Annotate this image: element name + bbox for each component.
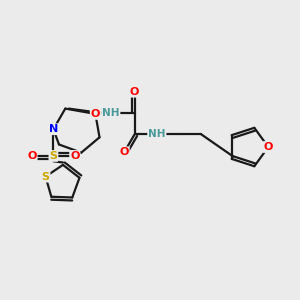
Text: O: O bbox=[27, 151, 37, 161]
Text: NH: NH bbox=[148, 130, 166, 140]
Text: O: O bbox=[70, 151, 80, 161]
Text: N: N bbox=[49, 124, 58, 134]
Text: O: O bbox=[91, 109, 100, 119]
Text: S: S bbox=[50, 151, 57, 161]
Text: NH: NH bbox=[102, 108, 119, 118]
Text: O: O bbox=[130, 87, 139, 97]
Text: S: S bbox=[42, 172, 50, 182]
Text: O: O bbox=[119, 147, 129, 157]
Text: O: O bbox=[264, 142, 273, 152]
